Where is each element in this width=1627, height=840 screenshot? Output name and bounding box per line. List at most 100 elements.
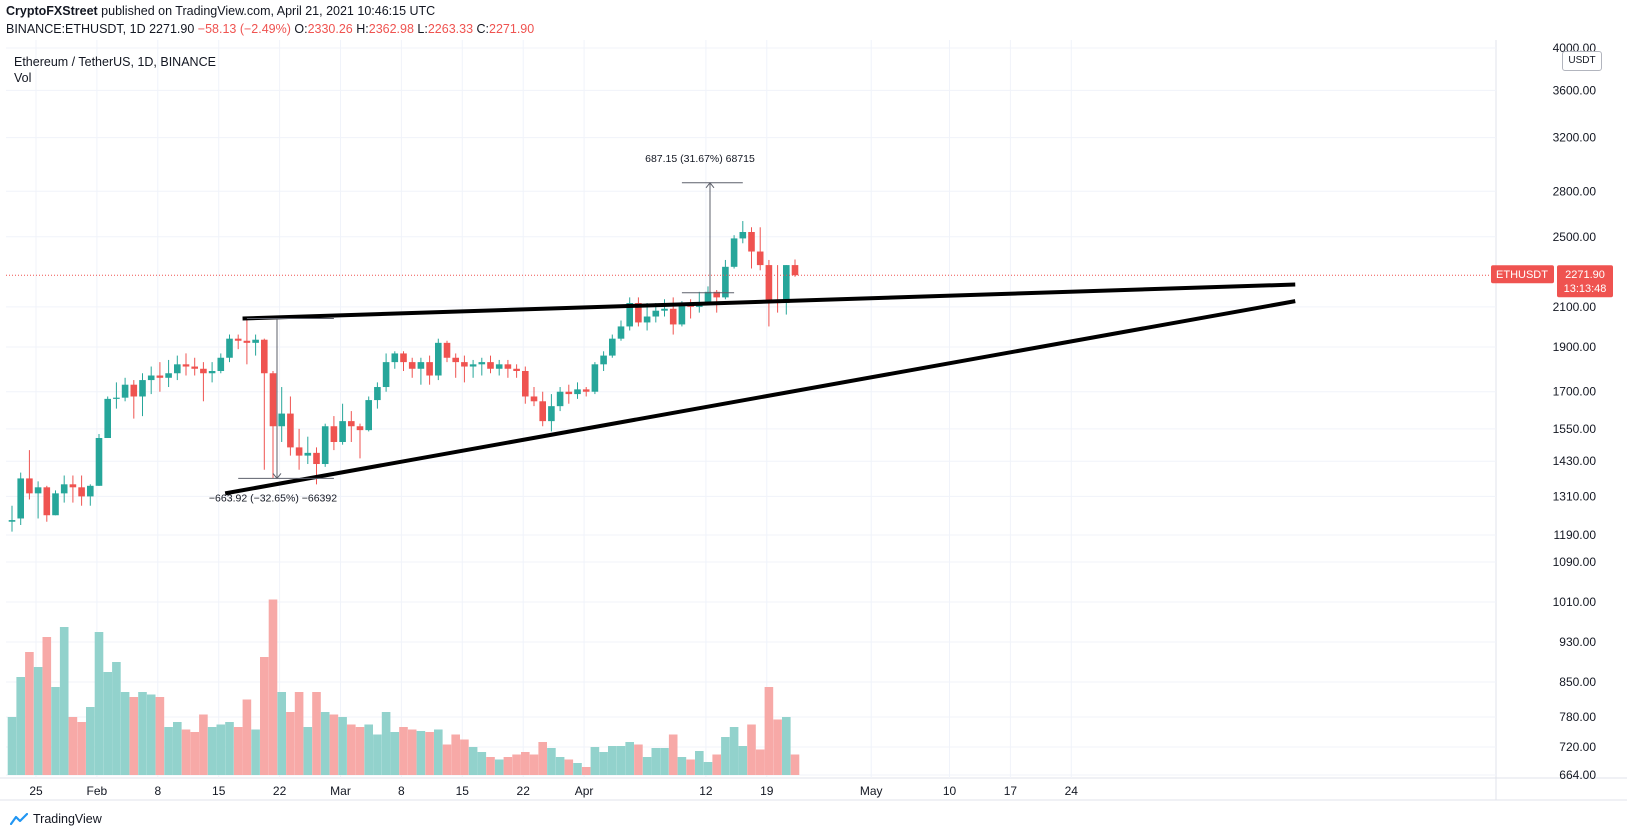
candle-body[interactable]: [95, 438, 103, 486]
candle-body[interactable]: [635, 303, 642, 323]
candle-body[interactable]: [565, 391, 573, 395]
candle-body[interactable]: [426, 362, 433, 376]
candle-body[interactable]: [652, 310, 660, 317]
candle-body[interactable]: [696, 304, 703, 307]
candle-body[interactable]: [348, 421, 355, 427]
candle-body[interactable]: [609, 338, 616, 356]
candle-body[interactable]: [139, 380, 146, 397]
candle-body[interactable]: [539, 401, 546, 422]
chart-title[interactable]: Ethereum / TetherUS, 1D, BINANCE: [14, 55, 216, 69]
candle-body[interactable]: [304, 452, 312, 456]
candle-body[interactable]: [678, 304, 686, 325]
candle-body[interactable]: [408, 362, 416, 369]
candle-body[interactable]: [156, 375, 164, 378]
candle-body[interactable]: [443, 342, 451, 358]
candle-body[interactable]: [400, 353, 407, 363]
candle-body[interactable]: [417, 362, 425, 369]
candle-body[interactable]: [147, 375, 155, 381]
candle-body[interactable]: [113, 397, 120, 399]
candle-body[interactable]: [52, 493, 59, 516]
candle-body[interactable]: [365, 400, 372, 431]
candle-body[interactable]: [121, 384, 129, 398]
tradingview-footer[interactable]: TradingView: [10, 812, 102, 826]
candle-body[interactable]: [382, 362, 390, 388]
candle-body[interactable]: [513, 368, 520, 372]
candle-body[interactable]: [469, 364, 477, 367]
candle-body[interactable]: [495, 364, 503, 369]
candle-body[interactable]: [191, 366, 198, 369]
candle-body[interactable]: [278, 413, 285, 427]
candle-body[interactable]: [104, 398, 111, 439]
candle-body[interactable]: [722, 266, 729, 298]
candle-body[interactable]: [591, 364, 599, 392]
support-trendline[interactable]: [224, 299, 1296, 496]
candle-body[interactable]: [226, 338, 233, 358]
candle-body[interactable]: [287, 413, 294, 448]
candle-body[interactable]: [234, 338, 242, 341]
volume-bar: [703, 762, 713, 775]
candle-body[interactable]: [182, 364, 190, 367]
candle-body[interactable]: [391, 353, 399, 363]
candle-body[interactable]: [295, 447, 303, 456]
candle-body[interactable]: [374, 387, 381, 401]
candle-body[interactable]: [208, 371, 216, 374]
candle-body[interactable]: [626, 303, 633, 327]
candle-body[interactable]: [461, 362, 468, 367]
resistance-trendline[interactable]: [242, 282, 1296, 321]
candle-body[interactable]: [165, 373, 172, 378]
price-tag[interactable]: [1557, 265, 1613, 298]
candle-body[interactable]: [435, 342, 442, 376]
candle-body[interactable]: [748, 232, 755, 252]
candle-body[interactable]: [200, 368, 207, 374]
candle-body[interactable]: [78, 487, 85, 497]
candle-body[interactable]: [756, 251, 764, 266]
candle-body[interactable]: [321, 426, 329, 465]
candle-body[interactable]: [34, 487, 42, 494]
candle-body[interactable]: [504, 364, 512, 369]
candle-body[interactable]: [704, 291, 712, 305]
candle-body[interactable]: [43, 487, 51, 516]
candle-body[interactable]: [730, 238, 738, 267]
candle-body[interactable]: [243, 340, 251, 343]
candle-body[interactable]: [313, 452, 320, 465]
candle-body[interactable]: [791, 265, 799, 276]
candle-body[interactable]: [478, 362, 486, 365]
currency-badge[interactable]: USDT: [1562, 51, 1602, 71]
candle-body[interactable]: [26, 478, 33, 494]
candle-body[interactable]: [174, 364, 181, 374]
candle-body[interactable]: [582, 389, 590, 392]
candle-body[interactable]: [600, 355, 607, 365]
candle-body[interactable]: [130, 384, 138, 397]
candle-body[interactable]: [617, 326, 625, 339]
candle-body[interactable]: [765, 265, 773, 302]
publisher-name[interactable]: CryptoFXStreet: [6, 4, 98, 18]
candle-body[interactable]: [713, 291, 720, 298]
symbol-tag[interactable]: [1491, 265, 1554, 284]
candle-body[interactable]: [548, 406, 555, 422]
candle-body[interactable]: [252, 339, 259, 343]
candle-body[interactable]: [556, 391, 564, 407]
candle-body[interactable]: [452, 357, 459, 363]
candle-body[interactable]: [17, 478, 24, 519]
candle-body[interactable]: [739, 232, 747, 239]
candle-body[interactable]: [330, 426, 338, 443]
candle-body[interactable]: [661, 308, 668, 311]
candle-body[interactable]: [669, 308, 677, 325]
candle-body[interactable]: [8, 520, 16, 522]
candle-body[interactable]: [356, 426, 364, 431]
candle-body[interactable]: [60, 484, 68, 494]
candle-body[interactable]: [783, 265, 790, 304]
candle-body[interactable]: [69, 484, 77, 488]
candle-body[interactable]: [217, 357, 225, 372]
candle-body[interactable]: [87, 485, 94, 497]
candle-body[interactable]: [643, 316, 651, 323]
candle-body[interactable]: [339, 421, 346, 443]
candle-body[interactable]: [261, 339, 268, 374]
candle-body[interactable]: [530, 396, 538, 402]
candle-body[interactable]: [574, 389, 581, 395]
candle-body[interactable]: [522, 371, 529, 397]
volume-legend[interactable]: Vol: [14, 71, 32, 85]
candle-body[interactable]: [487, 362, 494, 369]
candle-body[interactable]: [269, 373, 277, 427]
